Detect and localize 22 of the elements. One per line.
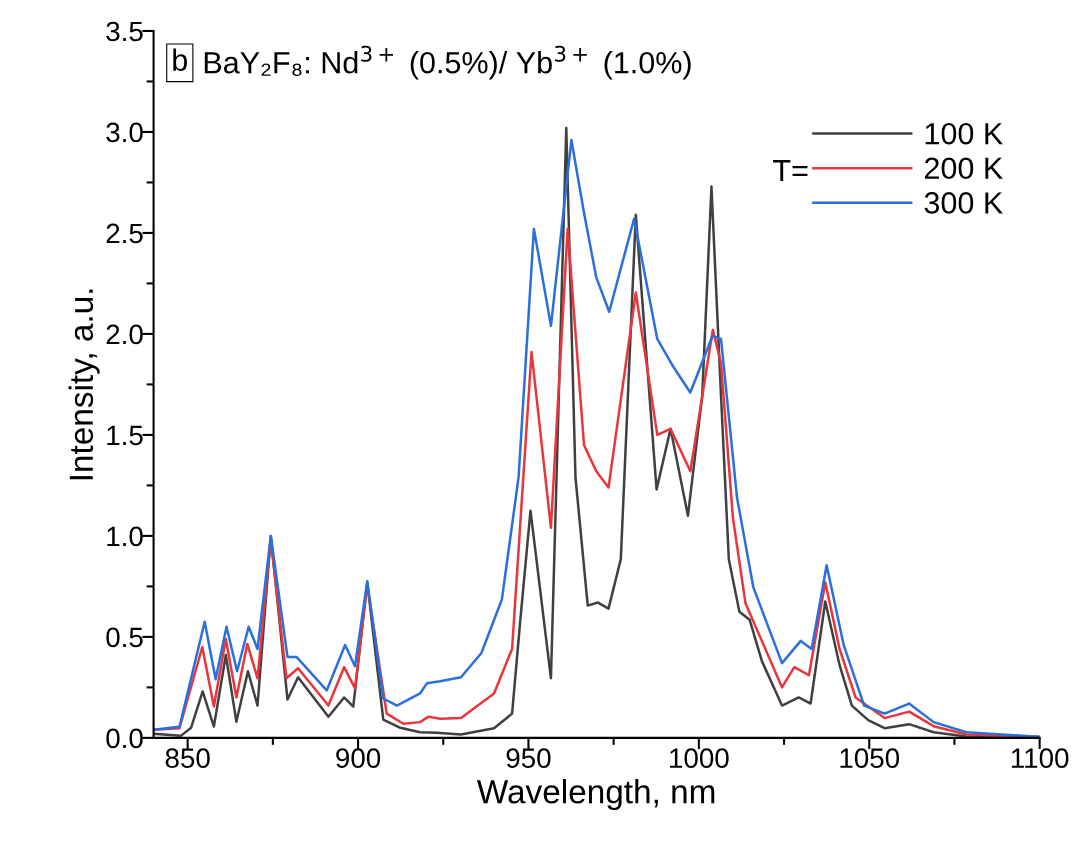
text: BaY₂F₈: Nd$^{3+}$ (0.5%)/ Yb$^{3+}$ (1.0%) — [204, 45, 691, 80]
y-axis-title: Intensity, a.u. — [68, 289, 100, 480]
legend-label: 300 K — [924, 192, 1003, 214]
y-tick-label: 3.0 — [106, 122, 143, 143]
x-tick-label: 850 — [165, 748, 210, 769]
y-tick-label: 2.5 — [106, 223, 143, 244]
annotation: b — [173, 48, 188, 71]
y-tick-label: 0.5 — [106, 627, 143, 648]
x-tick-label: 1100 — [1011, 748, 1069, 769]
legend-label: 100 K — [925, 122, 1003, 145]
y-tick-label: 2.0 — [106, 324, 143, 345]
x-axis-title: Wavelength, nm — [476, 779, 715, 811]
legend-label: 200 K — [924, 157, 1003, 180]
y-tick-label: 1.5 — [107, 425, 143, 446]
x-tick-label: 950 — [506, 748, 551, 769]
x-tick-label: 900 — [336, 748, 381, 769]
y-tick-label: 3.5 — [106, 21, 143, 42]
y-tick-label: 0.0 — [106, 728, 143, 749]
legend-title: T= — [773, 160, 808, 182]
x-tick-label: 1050 — [840, 748, 900, 769]
x-tick-label: 1000 — [670, 748, 729, 769]
y-tick-label: 1.0 — [107, 526, 143, 547]
